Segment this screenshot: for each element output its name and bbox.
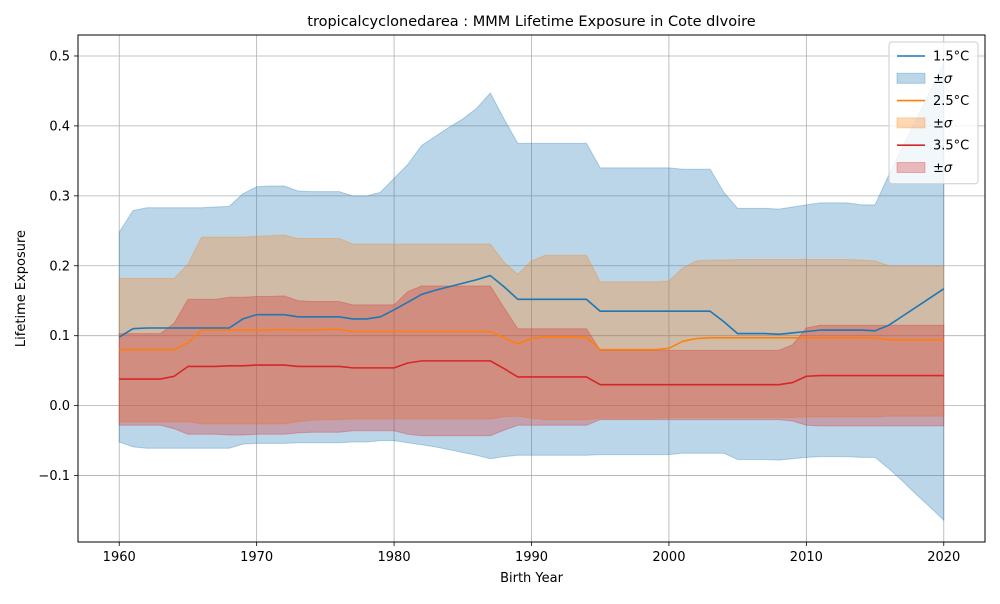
legend-band-swatch xyxy=(896,162,926,173)
y-tick-label: −0.1 xyxy=(38,469,70,484)
legend-label: 2.5°C xyxy=(933,94,969,109)
x-axis-ticks: 1960 1970 1980 1990 2000 2010 2020 xyxy=(103,542,960,565)
y-axis-label: Lifetime Exposure xyxy=(14,230,29,347)
y-tick-label: 0.1 xyxy=(49,329,70,344)
x-tick-label: 1980 xyxy=(378,550,411,565)
y-tick-label: 0.5 xyxy=(49,49,70,64)
x-axis-label: Birth Year xyxy=(500,571,564,586)
sigma-band-2 xyxy=(118,234,945,425)
x-tick-label: 1990 xyxy=(515,550,548,565)
y-tick-label: 0.4 xyxy=(49,119,70,134)
y-tick-label: 0.3 xyxy=(49,189,70,204)
y-axis-ticks: −0.1 0.0 0.1 0.2 0.3 0.4 0.5 xyxy=(38,49,78,484)
legend-label: 3.5°C xyxy=(933,139,969,154)
series-line-1 xyxy=(118,274,945,338)
x-tick-label: 2000 xyxy=(652,550,685,565)
legend-band-label: ±σ xyxy=(933,116,953,131)
series-line-3 xyxy=(119,360,944,386)
x-tick-label: 2010 xyxy=(790,550,823,565)
legend-band-swatch xyxy=(896,72,926,84)
legend-band-label: ±σ xyxy=(933,72,953,87)
chart-legend: 1.5°C ±σ 2.5°C ±σ 3.5°C ±σ xyxy=(888,41,979,185)
x-tick-label: 1970 xyxy=(240,550,273,565)
sigma-band-3 xyxy=(118,285,945,437)
legend-band-label: ±σ xyxy=(933,161,953,176)
y-tick-label: 0.0 xyxy=(49,399,70,414)
sigma-bands xyxy=(118,62,945,522)
legend-box xyxy=(888,41,979,185)
chart-title: tropicalcyclonedarea : MMM Lifetime Expo… xyxy=(307,14,756,30)
legend-band-swatch xyxy=(896,117,926,129)
series-lines xyxy=(118,274,945,386)
y-tick-label: 0.2 xyxy=(49,259,70,274)
sigma-band-1 xyxy=(118,62,945,522)
legend-label: 1.5°C xyxy=(933,50,969,65)
x-tick-label: 1960 xyxy=(103,550,136,565)
grid-lines xyxy=(78,35,985,542)
x-tick-label: 2020 xyxy=(927,550,960,565)
series-line-2 xyxy=(119,328,944,351)
